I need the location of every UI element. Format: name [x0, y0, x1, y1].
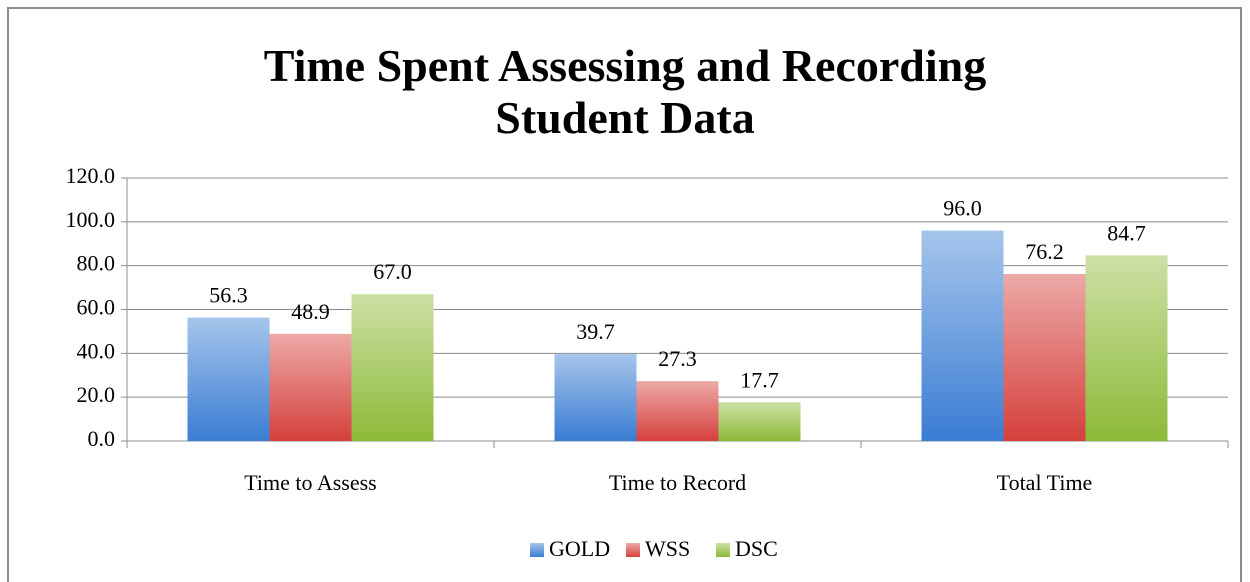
- value-label: 84.7: [1107, 220, 1146, 245]
- bar: [187, 317, 270, 441]
- bar: [1003, 273, 1086, 441]
- y-tick-label: 40.0: [77, 338, 116, 363]
- chart-title: Time Spent Assessing and Recording Stude…: [263, 40, 987, 143]
- value-label: 76.2: [1025, 239, 1064, 264]
- legend-label: WSS: [645, 536, 690, 561]
- y-tick-label: 60.0: [77, 295, 116, 320]
- value-label: 56.3: [209, 283, 248, 308]
- bar: [351, 294, 434, 441]
- chart-border: [7, 7, 1242, 582]
- value-label: 17.7: [740, 367, 779, 392]
- x-tick-label: Time to Assess: [244, 470, 376, 495]
- y-tick-label: 100.0: [66, 207, 116, 232]
- bar: [921, 230, 1004, 441]
- x-tick-label: Total Time: [997, 470, 1093, 495]
- y-tick-label: 0.0: [88, 426, 116, 451]
- bar: [554, 353, 637, 441]
- bar: [636, 381, 719, 441]
- bar: [269, 333, 352, 441]
- value-label: 39.7: [576, 319, 615, 344]
- value-label: 67.0: [373, 259, 412, 284]
- value-label: 96.0: [943, 196, 982, 221]
- legend-swatch: [626, 543, 640, 557]
- legend-label: GOLD: [549, 536, 610, 561]
- legend-label: DSC: [735, 536, 778, 561]
- y-tick-label: 80.0: [77, 251, 116, 276]
- bar: [718, 402, 801, 441]
- value-label: 48.9: [291, 299, 330, 324]
- legend-swatch: [530, 543, 544, 557]
- legend-swatch: [716, 543, 730, 557]
- y-tick-label: 120.0: [66, 163, 116, 188]
- x-tick-label: Time to Record: [609, 470, 746, 495]
- y-tick-label: 20.0: [77, 382, 116, 407]
- value-label: 27.3: [658, 346, 697, 371]
- bar: [1085, 255, 1168, 441]
